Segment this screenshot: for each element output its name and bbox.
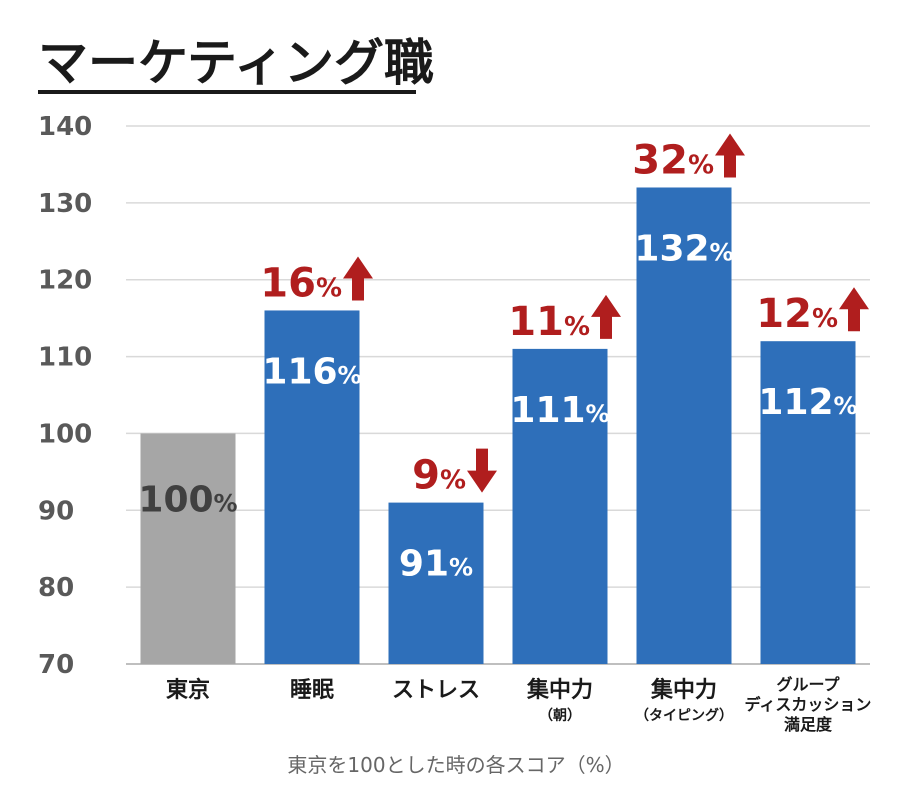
bar-value-label: 132% [634, 228, 733, 269]
bar-value-unit: % [449, 554, 473, 582]
bar-value-number: 132 [634, 228, 709, 269]
bar [264, 310, 360, 664]
arrow-up-icon [715, 133, 745, 178]
category-label: 集中力 [526, 677, 593, 703]
bar-value-label: 112% [758, 382, 857, 423]
change-label: 16% [260, 260, 342, 306]
y-tick-label: 110 [38, 343, 92, 373]
change-number: 16 [260, 260, 316, 306]
bar-value-unit: % [834, 392, 858, 420]
arrow-up-icon [591, 294, 621, 339]
y-tick-label: 120 [38, 266, 92, 296]
category-label-line: ディスカッション [745, 695, 872, 714]
bar-value-label: 100% [138, 479, 237, 520]
y-tick-label: 140 [38, 112, 92, 142]
category-sublabel: （タイピング） [635, 707, 733, 724]
category-sublabel: （朝） [539, 707, 581, 724]
y-axis: 140 130 120 110 100 90 80 70 [38, 112, 92, 680]
y-tick-label: 80 [38, 573, 74, 603]
change-unit: % [316, 273, 342, 303]
change-number: 32 [632, 137, 688, 183]
change-number: 9 [412, 453, 440, 499]
bar-value-number: 111 [510, 390, 585, 431]
bar-value-label: 111% [510, 390, 609, 431]
gridlines [126, 125, 870, 665]
bar [512, 348, 608, 664]
category-label: ストレス [392, 678, 480, 703]
bar [388, 502, 484, 664]
change-unit: % [564, 312, 590, 342]
x-axis-label: 東京を100とした時の各スコア（%） [287, 753, 624, 777]
y-tick-label: 130 [38, 189, 92, 219]
bar-value-unit: % [586, 400, 610, 428]
bars: 100%116%16%91%9%111%11%132%32%112%12% [138, 133, 869, 664]
y-tick-label: 100 [38, 419, 92, 449]
y-tick-label: 90 [38, 496, 74, 526]
arrow-up-icon [839, 287, 869, 332]
bar-value-unit: % [338, 361, 362, 389]
chart-title: マーケティング職 [38, 34, 434, 92]
change-unit: % [688, 150, 714, 180]
arrow-up-icon [343, 256, 373, 301]
change-label: 11% [508, 299, 590, 345]
arrow-down-icon [467, 448, 497, 493]
change-label: 12% [756, 291, 838, 337]
category-label-line: 満足度 [784, 715, 833, 734]
bar [636, 187, 732, 664]
bar-value-label: 116% [262, 351, 361, 392]
bar-value-unit: % [710, 238, 734, 266]
y-tick-label: 70 [38, 650, 74, 680]
change-unit: % [440, 466, 466, 496]
change-label: 32% [632, 137, 714, 183]
bar-value-number: 100 [138, 479, 213, 520]
category-label-line: グループ [776, 675, 840, 694]
category-label: 睡眠 [290, 678, 334, 703]
bar-value-unit: % [214, 489, 238, 517]
bar-value-number: 91 [399, 544, 449, 585]
bar-value-number: 112 [758, 382, 833, 423]
change-number: 11 [508, 299, 564, 345]
bar-value-number: 116 [262, 351, 337, 392]
bar-value-label: 91% [399, 544, 473, 585]
change-label: 9% [412, 453, 466, 499]
change-number: 12 [756, 291, 812, 337]
bar [140, 433, 236, 664]
bar [760, 341, 856, 664]
change-unit: % [812, 304, 838, 334]
category-label: 集中力 [650, 677, 717, 703]
category-label: 東京 [166, 677, 210, 703]
